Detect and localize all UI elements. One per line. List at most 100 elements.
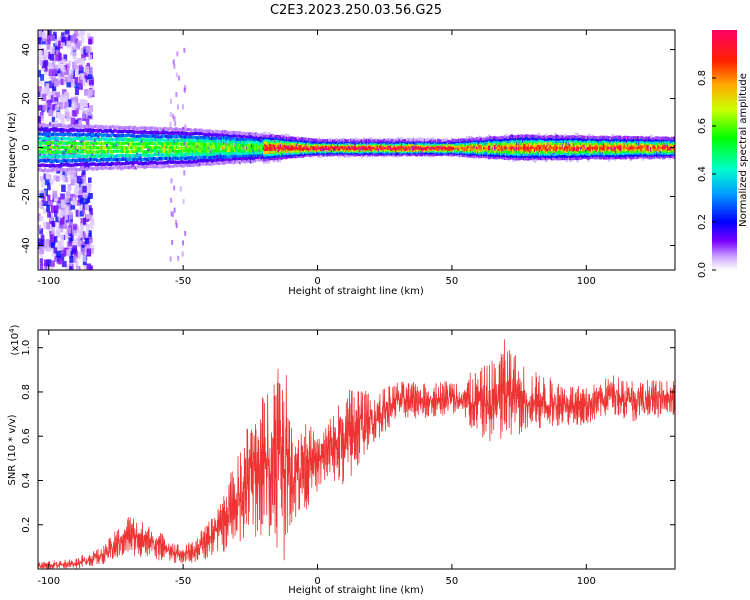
spectrogram-noise-cell — [72, 197, 78, 206]
spectrogram-noise-cell — [62, 59, 67, 66]
spectrogram-noise-cell — [39, 215, 44, 222]
spectrogram-halo-cell — [205, 132, 208, 136]
spectrogram-ridge-cell — [272, 133, 276, 137]
spectrogram-noise-cell — [69, 251, 73, 259]
spectrogram-noise-cell — [62, 99, 66, 107]
spectrogram-noise-cell — [59, 242, 64, 251]
spectrogram-noise-cell — [80, 223, 84, 231]
spectrogram-noise-cell — [53, 205, 59, 214]
spectrogram-noise-cell — [184, 230, 187, 236]
spectrogram-noise-cell — [88, 105, 94, 112]
spectrogram-noise-cell — [82, 255, 87, 262]
spectrogram-noise-cell — [52, 88, 57, 96]
spectrogram-noise-cell — [60, 94, 65, 102]
spectrogram-halo-cell — [294, 137, 297, 141]
spectrogram-noise-cell — [84, 89, 89, 96]
spectrogram-noise-cell — [48, 68, 54, 76]
spectrogram-halo-cell — [58, 159, 61, 163]
spectrogram-noise-cell — [170, 98, 173, 104]
spectrogram-noise-cell — [47, 183, 51, 191]
spectrogram-halo-cell — [252, 149, 255, 153]
spectrogram-halo-cell — [219, 153, 222, 157]
spectrogram-halo-cell — [43, 131, 46, 135]
spectrogram-noise-cell — [65, 263, 69, 270]
spectrogram-noise-cell — [45, 39, 49, 45]
spectrogram-halo-cell — [92, 142, 95, 146]
spectrogram-halo-cell — [352, 146, 355, 150]
spectrogram-noise-cell — [84, 76, 90, 83]
spectrogram-noise-cell — [80, 30, 86, 36]
spectrogram-halo-cell — [96, 129, 99, 133]
spectrogram-noise-cell — [44, 179, 50, 186]
spectrogram-noise-cell — [54, 120, 59, 128]
spectrogram-halo-cell — [385, 139, 388, 143]
spectrogram-halo-cell — [185, 144, 188, 148]
spectrogram-halo-cell — [102, 160, 105, 164]
spectrogram-ridge-cell — [278, 159, 282, 163]
spectrogram-noise-cell — [43, 173, 47, 180]
spectrogram-noise-cell — [50, 260, 55, 267]
spectrogram-noise-cell — [76, 225, 80, 234]
spectrogram-halo-cell — [467, 139, 470, 143]
spectrogram-halo-cell — [312, 148, 315, 152]
spectrogram-noise-cell — [83, 189, 87, 198]
spectrogram-halo-cell — [155, 135, 158, 139]
spectrogram-noise-cell — [72, 100, 76, 109]
spectrogram-noise-cell — [66, 159, 71, 166]
spectrogram-noise-cell — [42, 104, 47, 112]
spectrogram-halo-cell — [405, 152, 408, 156]
spectrogram-noise-cell — [173, 207, 176, 213]
spectrogram-noise-cell — [73, 250, 78, 258]
spectrogram-halo-cell — [447, 149, 450, 153]
spectrogram-noise-cell — [38, 238, 42, 246]
spectrogram-noise-cell — [73, 30, 79, 37]
spectrogram-noise-cell — [55, 54, 60, 62]
spectrogram-noise-cell — [90, 222, 94, 230]
spectrogram-noise-cell — [86, 32, 91, 39]
spectrogram-halo-cell — [223, 141, 226, 145]
spectrogram-halo-cell — [390, 139, 393, 143]
spectrogram-halo-cell — [417, 151, 420, 155]
spectrogram-noise-cell — [38, 105, 42, 111]
spectrogram-halo-cell — [206, 161, 209, 165]
spectrogram-noise-cell — [50, 227, 55, 235]
spectrogram-halo-cell — [161, 129, 164, 133]
spectrogram-noise-cell — [44, 263, 48, 270]
spectrogram-halo-cell — [430, 139, 433, 143]
spectrogram-halo-cell — [248, 132, 251, 136]
spectrogram-noise-cell — [62, 171, 67, 178]
spectrogram-noise-cell — [58, 102, 63, 110]
spectrogram-noise-cell — [50, 205, 56, 213]
spectrogram-noise-cell — [175, 223, 178, 229]
spectrogram-noise-cell — [88, 230, 92, 237]
spectrogram-noise-cell — [85, 65, 90, 74]
spectrogram-halo-cell — [120, 167, 123, 171]
spectrogram-halo-cell — [162, 128, 165, 132]
spectrogram-noise-cell — [65, 63, 70, 69]
spectrogram-halo-cell — [461, 151, 464, 155]
spectrogram-ridge-cell — [354, 137, 358, 141]
spectrogram-noise-cell — [75, 68, 80, 77]
spectrogram-halo-cell — [380, 143, 383, 147]
spectrogram-halo-cell — [235, 142, 238, 146]
spectrogram-noise-cell — [64, 212, 68, 221]
spectrogram-noise-cell — [64, 197, 70, 203]
spectrogram-noise-cell — [53, 175, 58, 181]
spectrogram-noise-cell — [76, 234, 81, 240]
spectrogram-noise-cell — [40, 74, 45, 81]
spectrogram-noise-cell — [43, 259, 49, 267]
spectrogram-noise-cell — [63, 92, 69, 100]
spectrogram-noise-cell — [87, 238, 91, 245]
spectrogram-noise-cell — [51, 76, 57, 84]
spectrogram-noise-cell — [61, 250, 66, 257]
spectrogram-noise-cell — [43, 49, 49, 56]
spectrogram-ridge-cell — [362, 137, 365, 141]
spectrogram-halo-cell — [382, 152, 385, 156]
spectrogram-halo-cell — [372, 152, 375, 156]
spectrogram-ridge-cell — [287, 134, 290, 138]
spectrogram-ridge-cell — [317, 154, 321, 158]
spectrogram-noise-cell — [175, 72, 178, 78]
spectrogram-noise-cell — [75, 184, 80, 191]
spectrogram-halo-cell — [346, 142, 349, 146]
spectrogram-halo-cell — [63, 151, 66, 155]
